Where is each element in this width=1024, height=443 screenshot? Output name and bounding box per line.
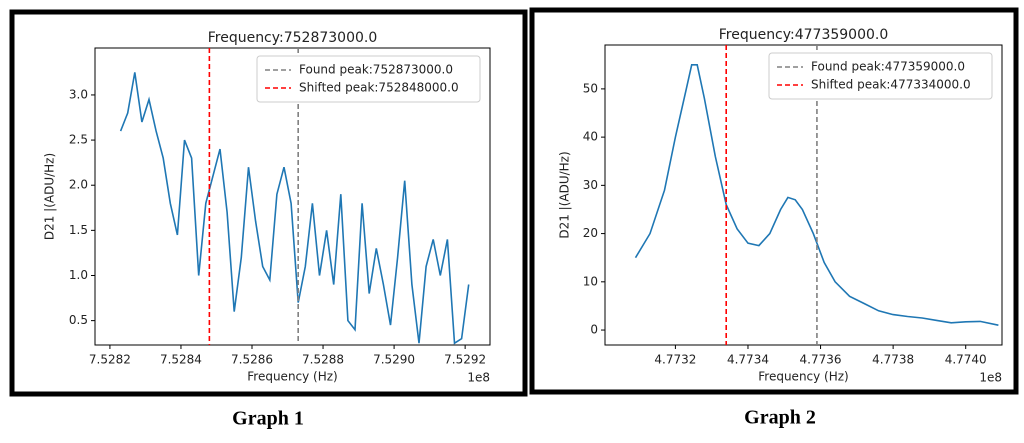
x-tick-label: 7.5288	[302, 353, 344, 367]
x-tick-label: 4.7732	[654, 353, 696, 367]
legend-box	[768, 52, 993, 100]
frame	[9, 9, 528, 397]
x-tick-label: 7.5282	[89, 353, 131, 367]
y-tick-label: 10	[583, 274, 598, 288]
legend-label: Found peak:477359000.0	[811, 60, 965, 74]
legend-label: Shifted peak:752848000.0	[299, 81, 459, 95]
y-tick-label: 20	[583, 226, 598, 240]
y-tick-label: 2.0	[69, 178, 88, 192]
legend-label: Found peak:752873000.0	[299, 63, 453, 77]
y-tick-label: 0.5	[69, 313, 88, 327]
y-tick-label: 40	[583, 130, 598, 144]
x-tick-label: 7.5292	[444, 353, 486, 367]
data-line	[119, 72, 470, 345]
x-tick-label: 4.7736	[800, 353, 842, 367]
y-tick-label: 0	[590, 323, 598, 337]
x-tick-label: 4.7734	[727, 353, 769, 367]
x-tick-label: 7.5284	[160, 353, 202, 367]
y-tick-label: 50	[583, 81, 598, 95]
x-tick-label: 7.5286	[231, 353, 273, 367]
y-tick-label: 1.5	[69, 223, 88, 237]
y-tick-label: 2.5	[69, 133, 88, 147]
chart-title: Frequency:477359000.0	[719, 27, 889, 43]
data-line	[634, 64, 999, 326]
y-axis-label: D21 |(ADU/Hz)	[43, 153, 57, 240]
x-tick-label: 4.7738	[872, 353, 914, 367]
caption: Graph 2	[744, 407, 816, 429]
plot-area	[604, 44, 1003, 346]
x-offset-label: 1e8	[979, 371, 1002, 385]
x-axis-label: Frequency (Hz)	[758, 370, 849, 384]
y-tick-label: 3.0	[69, 87, 88, 101]
x-tick-label: 4.7740	[945, 353, 987, 367]
caption: Graph 1	[232, 408, 304, 430]
x-axis-label: Frequency (Hz)	[247, 370, 338, 384]
legend-box	[256, 55, 481, 103]
x-tick-label: 7.5290	[373, 353, 415, 367]
chart-title: Frequency:752873000.0	[208, 30, 378, 46]
y-axis-label: D21 |(ADU/Hz)	[558, 151, 572, 238]
y-tick-label: 30	[583, 178, 598, 192]
legend-label: Shifted peak:477334000.0	[811, 78, 971, 92]
x-offset-label: 1e8	[467, 371, 490, 385]
plot-area	[94, 47, 491, 346]
y-tick-label: 1.0	[69, 268, 88, 282]
frame	[529, 7, 1019, 395]
